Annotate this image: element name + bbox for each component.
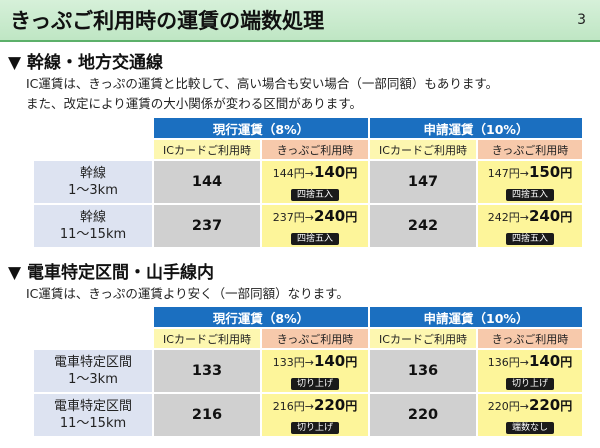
row-label-line1: 電車特定区間 xyxy=(53,399,132,414)
fare-after: 240 xyxy=(313,206,346,225)
fare-before: 144円 xyxy=(272,166,305,180)
slide-title: きっぷご利用時の運賃の端数処理 xyxy=(10,9,325,33)
header-blank xyxy=(34,307,152,348)
header-ic-card: ICカードご利用時 xyxy=(370,329,476,348)
fare-after: 220 xyxy=(528,395,561,414)
table-row: 電車特定区間 11～15km 216 216円→220円 切り上げ 220 22… xyxy=(34,394,582,436)
fare-table-trunk-lines: 現行運賃（8%） 申請運賃（10%） ICカードご利用時 きっぷご利用時 ICカ… xyxy=(32,116,584,249)
ticket-fare-cell: 242円→240円 四捨五入 xyxy=(478,205,582,247)
rounding-badge: 切り上げ xyxy=(290,421,339,434)
ticket-fare-cell: 147円→150円 四捨五入 xyxy=(478,161,582,203)
fare-before: 237円 xyxy=(272,210,305,224)
fare-before: 136円 xyxy=(487,355,520,369)
row-label-line1: 幹線 xyxy=(79,166,106,181)
rounding-badge: 四捨五入 xyxy=(505,188,554,201)
ic-fare-value: 144 xyxy=(154,161,260,203)
fare-before: 242円 xyxy=(487,210,520,224)
row-label: 電車特定区間 11～15km xyxy=(34,394,152,436)
arrow-icon: → xyxy=(519,355,529,369)
header-ticket: きっぷご利用時 xyxy=(478,140,582,159)
ticket-fare-cell: 216円→220円 切り上げ xyxy=(262,394,368,436)
row-label: 幹線 1～3km xyxy=(34,161,152,203)
row-label-line1: 幹線 xyxy=(79,210,106,225)
fare-after: 220 xyxy=(313,395,346,414)
table-row: 電車特定区間 1～3km 133 133円→140円 切り上げ 136 136円… xyxy=(34,350,582,392)
header-ticket: きっぷご利用時 xyxy=(262,140,368,159)
header-ticket: きっぷご利用時 xyxy=(478,329,582,348)
yen-unit: 円 xyxy=(345,354,358,369)
arrow-icon: → xyxy=(304,210,314,224)
fare-before: 147円 xyxy=(487,166,520,180)
arrow-icon: → xyxy=(519,166,529,180)
header-applied-fare: 申請運賃（10%） xyxy=(370,307,582,327)
fare-after: 150 xyxy=(528,162,561,181)
header-applied-fare: 申請運賃（10%） xyxy=(370,118,582,138)
fare-after: 140 xyxy=(528,351,561,370)
yen-unit: 円 xyxy=(560,398,573,413)
row-label: 幹線 11～15km xyxy=(34,205,152,247)
yen-unit: 円 xyxy=(560,354,573,369)
fare-after: 140 xyxy=(313,162,346,181)
rounding-badge: 端数なし xyxy=(505,421,554,434)
row-label-line2: 1～3km xyxy=(68,372,118,387)
header-current-fare: 現行運賃（8%） xyxy=(154,307,368,327)
header-blank xyxy=(34,118,152,159)
ticket-fare-cell: 237円→240円 四捨五入 xyxy=(262,205,368,247)
header-ic-card: ICカードご利用時 xyxy=(154,140,260,159)
arrow-icon: → xyxy=(304,355,314,369)
row-label-line2: 11～15km xyxy=(59,227,127,242)
fare-after: 240 xyxy=(528,206,561,225)
table-row: 幹線 11～15km 237 237円→240円 四捨五入 242 242円→2… xyxy=(34,205,582,247)
arrow-icon: → xyxy=(519,210,529,224)
yen-unit: 円 xyxy=(560,209,573,224)
section1-text-line2: また、改定により運賃の大小関係が変わる区間があります。 xyxy=(26,96,363,111)
ic-fare-value: 133 xyxy=(154,350,260,392)
rounding-badge: 四捨五入 xyxy=(290,188,339,201)
fare-before: 216円 xyxy=(272,399,305,413)
table-row: 幹線 1～3km 144 144円→140円 四捨五入 147 147円→150… xyxy=(34,161,582,203)
row-label-line2: 1～3km xyxy=(68,183,118,198)
yen-unit: 円 xyxy=(345,398,358,413)
row-label: 電車特定区間 1～3km xyxy=(34,350,152,392)
ticket-fare-cell: 136円→140円 切り上げ xyxy=(478,350,582,392)
section-heading-trunk-lines: ▼ 幹線・地方交通線 xyxy=(8,53,163,73)
row-label-line1: 電車特定区間 xyxy=(53,355,132,370)
header-ic-card: ICカードご利用時 xyxy=(370,140,476,159)
ic-fare-value: 242 xyxy=(370,205,476,247)
ticket-fare-cell: 220円→220円 端数なし xyxy=(478,394,582,436)
section2-text-line1: IC運賃は、きっぷの運賃より安く（一部同額）なります。 xyxy=(26,286,349,301)
header-ticket: きっぷご利用時 xyxy=(262,329,368,348)
row-label-line2: 11～15km xyxy=(59,416,127,431)
ticket-fare-cell: 133円→140円 切り上げ xyxy=(262,350,368,392)
fare-table-train-zone: 現行運賃（8%） 申請運賃（10%） ICカードご利用時 きっぷご利用時 ICカ… xyxy=(32,305,584,438)
ic-fare-value: 147 xyxy=(370,161,476,203)
arrow-icon: → xyxy=(519,399,529,413)
ic-fare-value: 237 xyxy=(154,205,260,247)
arrow-icon: → xyxy=(304,399,314,413)
rounding-badge: 切り上げ xyxy=(290,377,339,390)
section-heading-train-zone: ▼ 電車特定区間・山手線内 xyxy=(8,263,214,283)
fare-before: 220円 xyxy=(487,399,520,413)
yen-unit: 円 xyxy=(345,165,358,180)
yen-unit: 円 xyxy=(345,209,358,224)
ic-fare-value: 220 xyxy=(370,394,476,436)
yen-unit: 円 xyxy=(560,165,573,180)
header-ic-card: ICカードご利用時 xyxy=(154,329,260,348)
section1-text-line1: IC運賃は、きっぷの運賃と比較して、高い場合も安い場合（一部同額）もあります。 xyxy=(26,76,499,91)
title-bar: きっぷご利用時の運賃の端数処理 3 xyxy=(0,0,600,42)
ic-fare-value: 216 xyxy=(154,394,260,436)
fare-before: 133円 xyxy=(272,355,305,369)
rounding-badge: 四捨五入 xyxy=(290,232,339,245)
rounding-badge: 切り上げ xyxy=(505,377,554,390)
ic-fare-value: 136 xyxy=(370,350,476,392)
fare-after: 140 xyxy=(313,351,346,370)
rounding-badge: 四捨五入 xyxy=(505,232,554,245)
page-number: 3 xyxy=(577,12,586,28)
ticket-fare-cell: 144円→140円 四捨五入 xyxy=(262,161,368,203)
arrow-icon: → xyxy=(304,166,314,180)
header-current-fare: 現行運賃（8%） xyxy=(154,118,368,138)
